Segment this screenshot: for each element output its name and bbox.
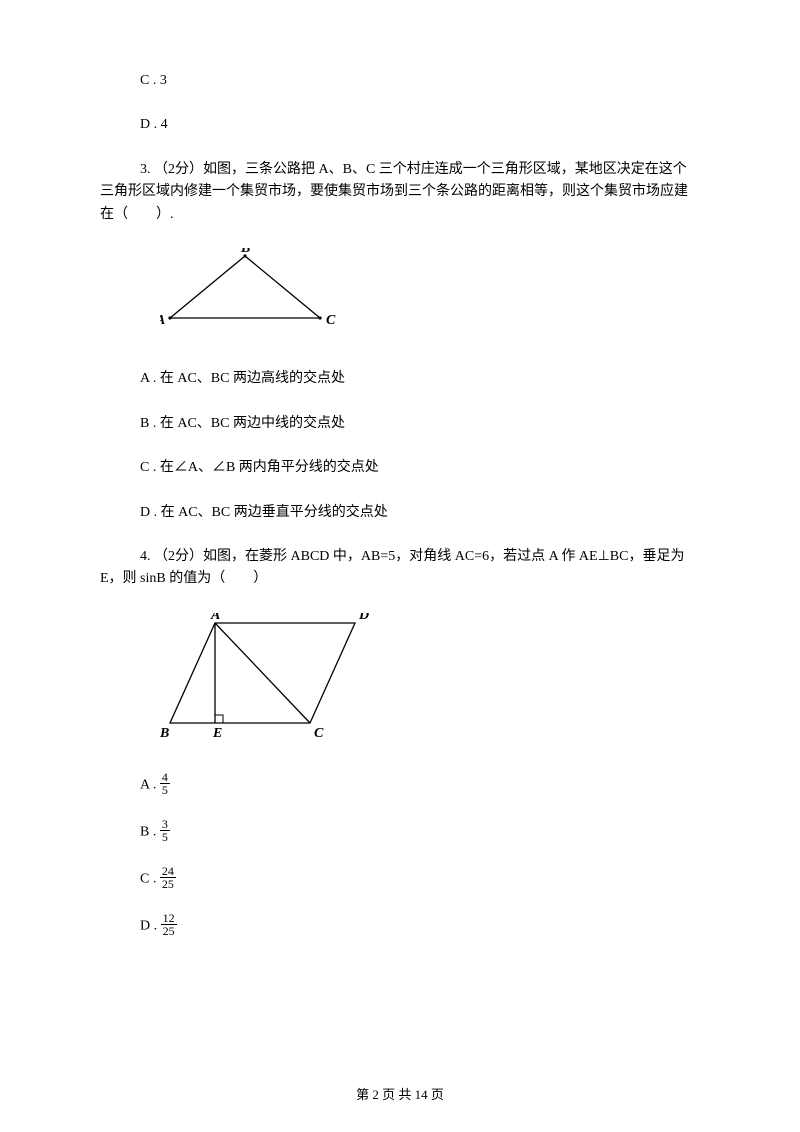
q4-option-c: C . 24 25 bbox=[100, 867, 700, 892]
rhombus-abcd-diagram: A D B C E bbox=[160, 613, 380, 743]
q3-option-c: C . 在∠A、∠B 两内角平分线的交点处 bbox=[100, 457, 700, 479]
q4-stem: 4. （2分）如图，在菱形 ABCD 中，AB=5，对角线 AC=6，若过点 A… bbox=[100, 546, 700, 591]
page-number: 第 2 页 共 14 页 bbox=[356, 1087, 444, 1102]
q4-option-c-fraction: 24 25 bbox=[160, 865, 176, 890]
q2-option-d-text: D . 4 bbox=[140, 117, 168, 132]
q3-stem: 3. （2分）如图，三条公路把 A、B、C 三个村庄连成一个三角形区域，某地区决… bbox=[100, 159, 700, 226]
q4-option-d-prefix: D . bbox=[140, 919, 161, 934]
fraction-denominator: 5 bbox=[160, 784, 170, 796]
q3-option-b-text: B . 在 AC、BC 两边中线的交点处 bbox=[140, 416, 345, 431]
fraction-denominator: 25 bbox=[161, 925, 177, 937]
svg-text:B: B bbox=[160, 726, 169, 741]
q4-option-b: B . 3 5 bbox=[100, 820, 700, 845]
q2-option-c-text: C . 3 bbox=[140, 73, 167, 88]
q3-option-d-text: D . 在 AC、BC 两边垂直平分线的交点处 bbox=[140, 505, 388, 520]
q4-option-d: D . 12 25 bbox=[100, 914, 700, 939]
q4-option-a-prefix: A . bbox=[140, 778, 160, 793]
q4-stem-text: 4. （2分）如图，在菱形 ABCD 中，AB=5，对角线 AC=6，若过点 A… bbox=[100, 549, 684, 586]
q3-option-a: A . 在 AC、BC 两边高线的交点处 bbox=[100, 368, 700, 390]
q4-option-b-prefix: B . bbox=[140, 825, 160, 840]
q3-option-d: D . 在 AC、BC 两边垂直平分线的交点处 bbox=[100, 502, 700, 524]
q4-option-b-fraction: 3 5 bbox=[160, 818, 170, 843]
q3-option-b: B . 在 AC、BC 两边中线的交点处 bbox=[100, 413, 700, 435]
q4-option-c-prefix: C . bbox=[140, 872, 160, 887]
svg-text:B: B bbox=[240, 248, 250, 256]
svg-text:C: C bbox=[326, 313, 336, 328]
svg-text:D: D bbox=[358, 613, 369, 623]
q2-option-d: D . 4 bbox=[100, 114, 700, 136]
page-footer: 第 2 页 共 14 页 bbox=[0, 1085, 800, 1106]
q2-option-c: C . 3 bbox=[100, 70, 700, 92]
q3-figure: A B C bbox=[160, 248, 700, 346]
svg-text:C: C bbox=[314, 726, 324, 741]
q3-option-c-text: C . 在∠A、∠B 两内角平分线的交点处 bbox=[140, 460, 379, 475]
fraction-denominator: 5 bbox=[160, 831, 170, 843]
q3-option-a-text: A . 在 AC、BC 两边高线的交点处 bbox=[140, 371, 345, 386]
q4-option-a-fraction: 4 5 bbox=[160, 771, 170, 796]
q4-option-d-fraction: 12 25 bbox=[161, 912, 177, 937]
fraction-denominator: 25 bbox=[160, 878, 176, 890]
svg-text:E: E bbox=[212, 726, 222, 741]
q4-option-a: A . 4 5 bbox=[100, 773, 700, 798]
svg-text:A: A bbox=[160, 313, 165, 328]
q4-figure: A D B C E bbox=[160, 613, 700, 751]
svg-text:A: A bbox=[210, 613, 220, 623]
triangle-abc-diagram: A B C bbox=[160, 248, 360, 338]
q3-stem-text: 3. （2分）如图，三条公路把 A、B、C 三个村庄连成一个三角形区域，某地区决… bbox=[100, 162, 688, 222]
